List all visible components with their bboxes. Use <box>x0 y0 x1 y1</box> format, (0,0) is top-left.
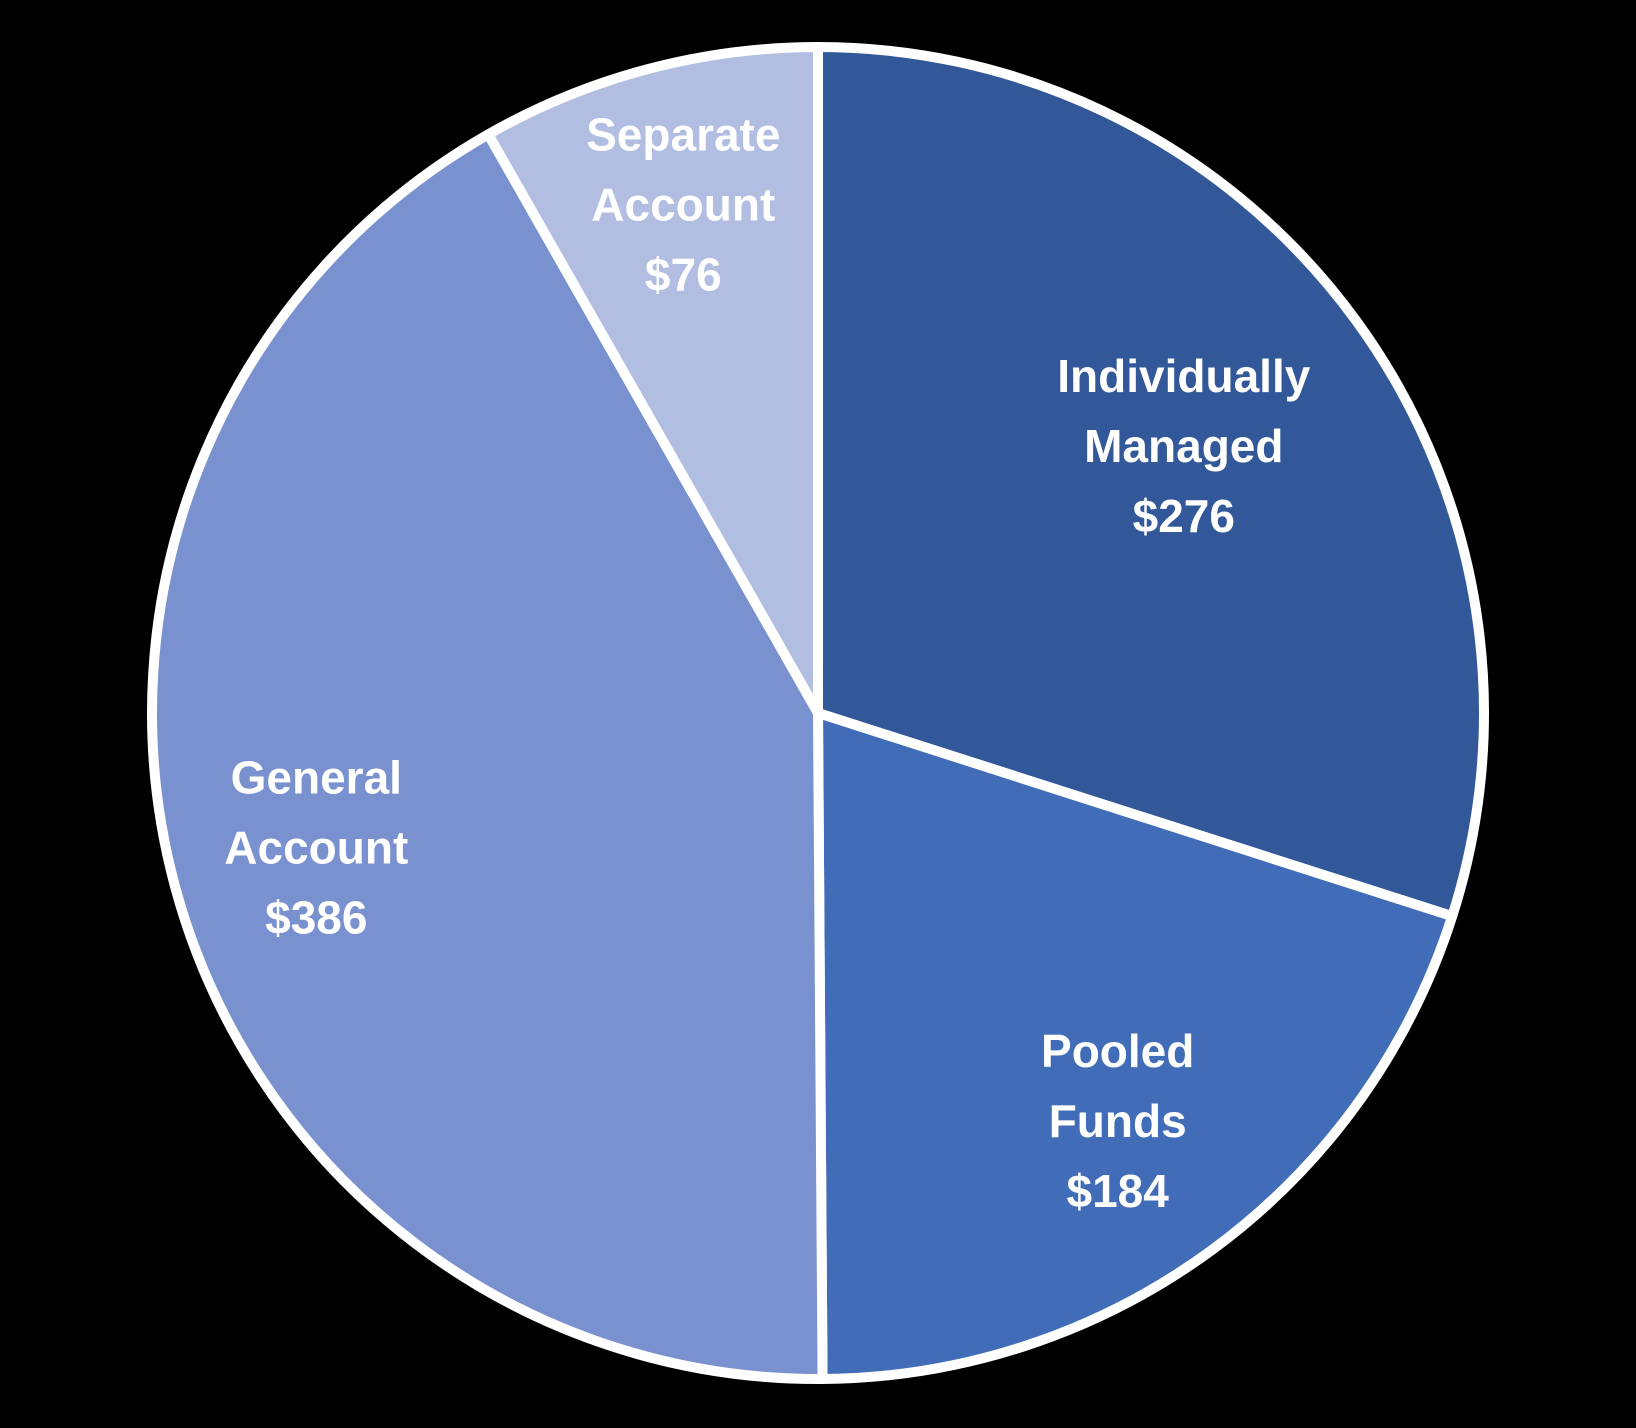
pie-label-separate-account: Separate Account $76 <box>586 108 780 300</box>
pie-label-pooled-funds: Pooled Funds $184 <box>1041 1025 1194 1217</box>
pie-label-general-account: General Account $386 <box>224 752 408 944</box>
pie-labels-group: Individually Managed $276 Pooled Funds $184 Ge… <box>224 108 1310 1217</box>
pie-label-line: $386 <box>265 892 367 944</box>
pie-label-line: Managed <box>1084 420 1283 472</box>
pie-label-line: $184 <box>1067 1165 1170 1217</box>
pie-slice-individually-managed <box>813 42 1489 922</box>
pie-slice-pooled-funds <box>813 708 1458 1384</box>
pie-label-line: Account <box>591 178 775 230</box>
pie-label-line: General <box>231 752 402 804</box>
pie-label-line: $276 <box>1133 490 1235 542</box>
pie-label-line: Separate <box>586 108 780 160</box>
pie-label-line: Pooled <box>1041 1025 1194 1077</box>
pie-label-line: Funds <box>1049 1095 1187 1147</box>
pie-label-line: Account <box>224 822 408 874</box>
pie-label-individually-managed: Individually Managed $276 <box>1057 350 1310 542</box>
pie-label-line: $76 <box>645 248 722 300</box>
pie-slice-general-account <box>147 129 828 1384</box>
pie-slice-separate-account <box>483 42 823 718</box>
pie-label-line: Individually <box>1057 350 1310 402</box>
pie-slices-group <box>147 42 1489 1384</box>
